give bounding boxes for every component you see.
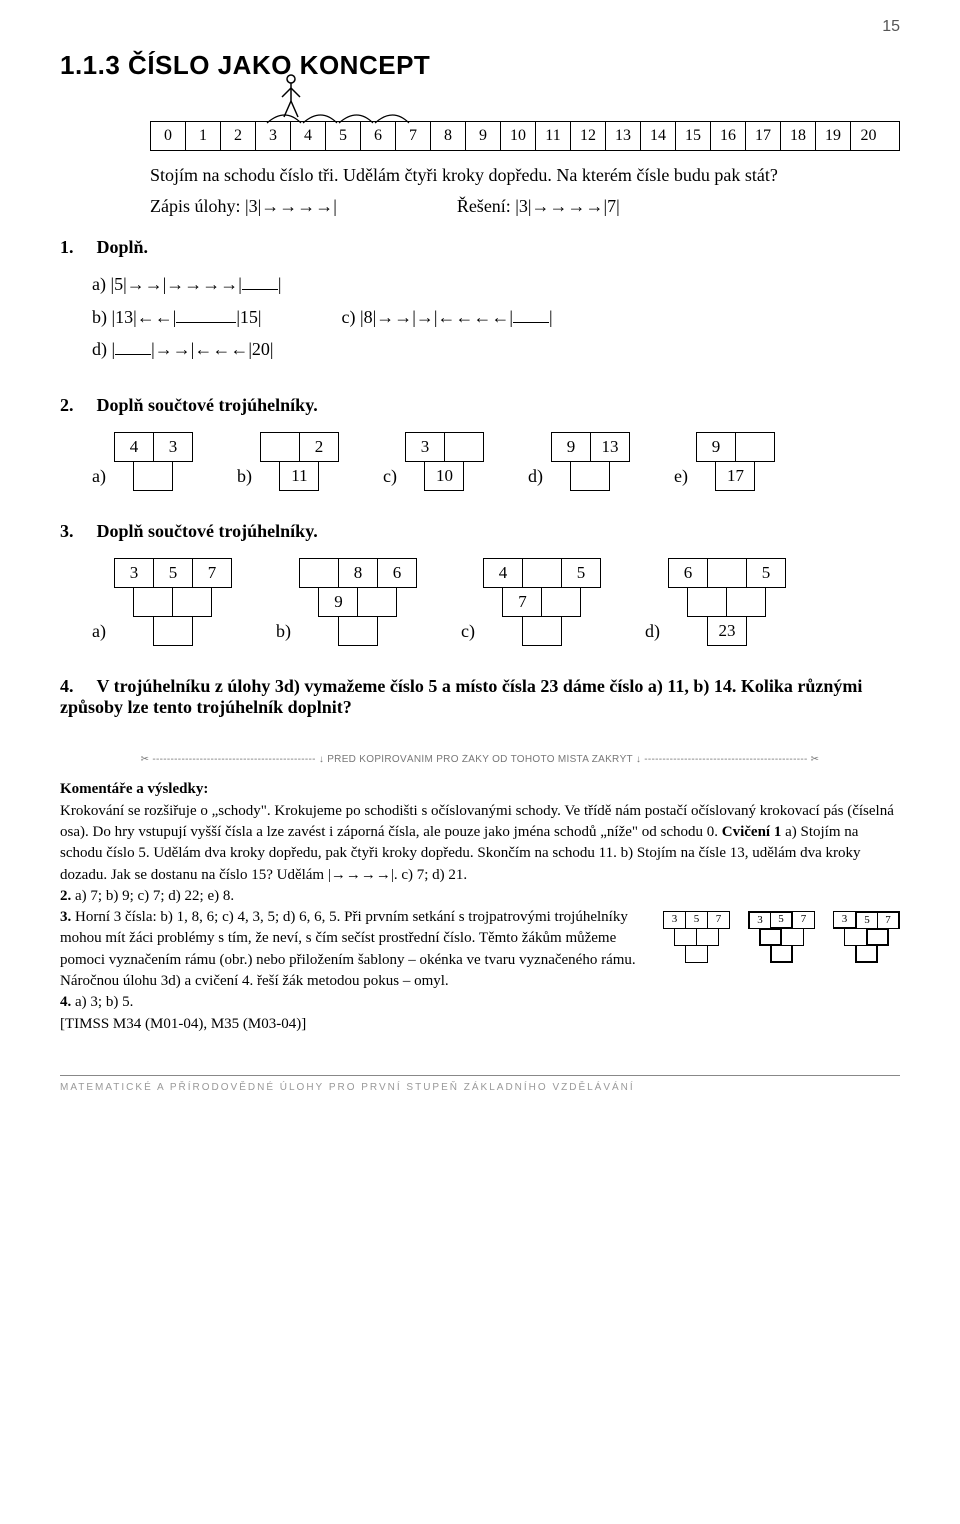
section-heading: 1.1.3 ČÍSLO JAKO KONCEPT <box>60 50 900 81</box>
number-line-cell: 10 <box>501 122 536 150</box>
t1-a: a) |5|→→|→→→→| <box>92 274 242 294</box>
sum-triangle-3row: 869 <box>299 558 417 646</box>
number-line-cell: 12 <box>571 122 606 150</box>
sum-triangle-2row: 211 <box>260 432 339 491</box>
number-line-cell: 0 <box>151 122 186 150</box>
number-line-cell: 16 <box>711 122 746 150</box>
mini-triangle: 357 <box>663 911 730 963</box>
mini-triangle: 357 <box>833 911 900 963</box>
number-line-cell: 19 <box>816 122 851 150</box>
sum-triangle-2row: 917 <box>696 432 775 491</box>
reseni-label: Řešení: |3|→→→→|7| <box>457 196 620 217</box>
number-line-cell: 13 <box>606 122 641 150</box>
timss-ref: [TIMSS M34 (M01-04), M35 (M03-04)] <box>60 1016 306 1032</box>
number-line-cell: 14 <box>641 122 676 150</box>
number-line-cell: 17 <box>746 122 781 150</box>
number-line-cell: 9 <box>466 122 501 150</box>
task-3-title: Doplň součtové trojúhelníky. <box>97 521 318 541</box>
mini-triangle: 357 <box>748 911 815 963</box>
number-line-cell: 2 <box>221 122 256 150</box>
number-line-figure: 01234567891011121314151617181920 <box>150 121 900 151</box>
t1-c: c) |8|→→|→|←←←←| <box>342 307 514 327</box>
task-1-title: Doplň. <box>97 237 149 257</box>
number-line-cell: 11 <box>536 122 571 150</box>
comments-3b: Horní 3 čísla: b) 1, 8, 6; c) 4, 3, 5; d… <box>60 909 636 989</box>
comments-block: Komentáře a výsledky: Krokování se rozši… <box>60 779 900 1035</box>
number-line-cell: 18 <box>781 122 816 150</box>
triangle-label: a) <box>92 466 106 487</box>
number-line-cell: 8 <box>431 122 466 150</box>
t1-d-tail: |→→|←←←|20| <box>151 339 273 359</box>
triangle-label: d) <box>645 621 660 642</box>
comments-title: Komentáře a výsledky: <box>60 781 208 797</box>
task-1: Doplň. a) |5|→→|→→→→|| b) |13|←←||15| c)… <box>60 237 900 365</box>
triangle-label: b) <box>276 621 291 642</box>
sum-triangle-3row: 457 <box>483 558 601 646</box>
cut-line: ✂ --------------------------------------… <box>60 754 900 765</box>
comments-2: 2. <box>60 888 71 904</box>
comments-3: 3. <box>60 909 71 925</box>
task-2: Doplň součtové trojúhelníky. a) 43 b) 211 c)… <box>60 395 900 491</box>
sum-triangle-2row: 43 <box>114 432 193 491</box>
task-4-text: V trojúhelníku z úlohy 3d) vymažeme čísl… <box>60 676 862 717</box>
triangle-label: c) <box>461 621 475 642</box>
task-2-title: Doplň součtové trojúhelníky. <box>97 395 318 415</box>
sum-triangle-2row: 310 <box>405 432 484 491</box>
sum-triangle-3row: 6523 <box>668 558 786 646</box>
task-4: V trojúhelníku z úlohy 3d) vymažeme čísl… <box>60 676 900 718</box>
number-line-cell: 1 <box>186 122 221 150</box>
t1-d: d) | <box>92 339 115 359</box>
zapis-label: Zápis úlohy: |3|→→→→| <box>150 196 337 217</box>
comments-cv1: Cvičení 1 <box>722 824 782 840</box>
triangle-label: b) <box>237 466 252 487</box>
sum-triangle-2row: 913 <box>551 432 630 491</box>
task-3: Doplň součtové trojúhelníky. a) 357 b) 869 c… <box>60 521 900 646</box>
sum-triangle-3row: 357 <box>114 558 232 646</box>
triangle-label: a) <box>92 621 106 642</box>
triangle-label: c) <box>383 466 397 487</box>
comments-4: 4. <box>60 994 71 1010</box>
comments-2b: a) 7; b) 9; c) 7; d) 22; e) 8. <box>75 888 234 904</box>
page-number: 15 <box>882 18 900 36</box>
page-footer: MATEMATICKÉ A PŘÍRODOVĚDNÉ ÚLOHY PRO PRV… <box>60 1075 900 1093</box>
triangle-label: d) <box>528 466 543 487</box>
t1-b: b) |13|←←| <box>92 307 176 327</box>
comments-4b: a) 3; b) 5. <box>75 994 133 1010</box>
number-line-cell: 20 <box>851 122 886 150</box>
intro-text: Stojím na schodu číslo tři. Udělám čtyři… <box>150 163 900 188</box>
t1-b-tail: |15| <box>236 307 261 327</box>
triangle-label: e) <box>674 466 688 487</box>
number-line-cell: 15 <box>676 122 711 150</box>
